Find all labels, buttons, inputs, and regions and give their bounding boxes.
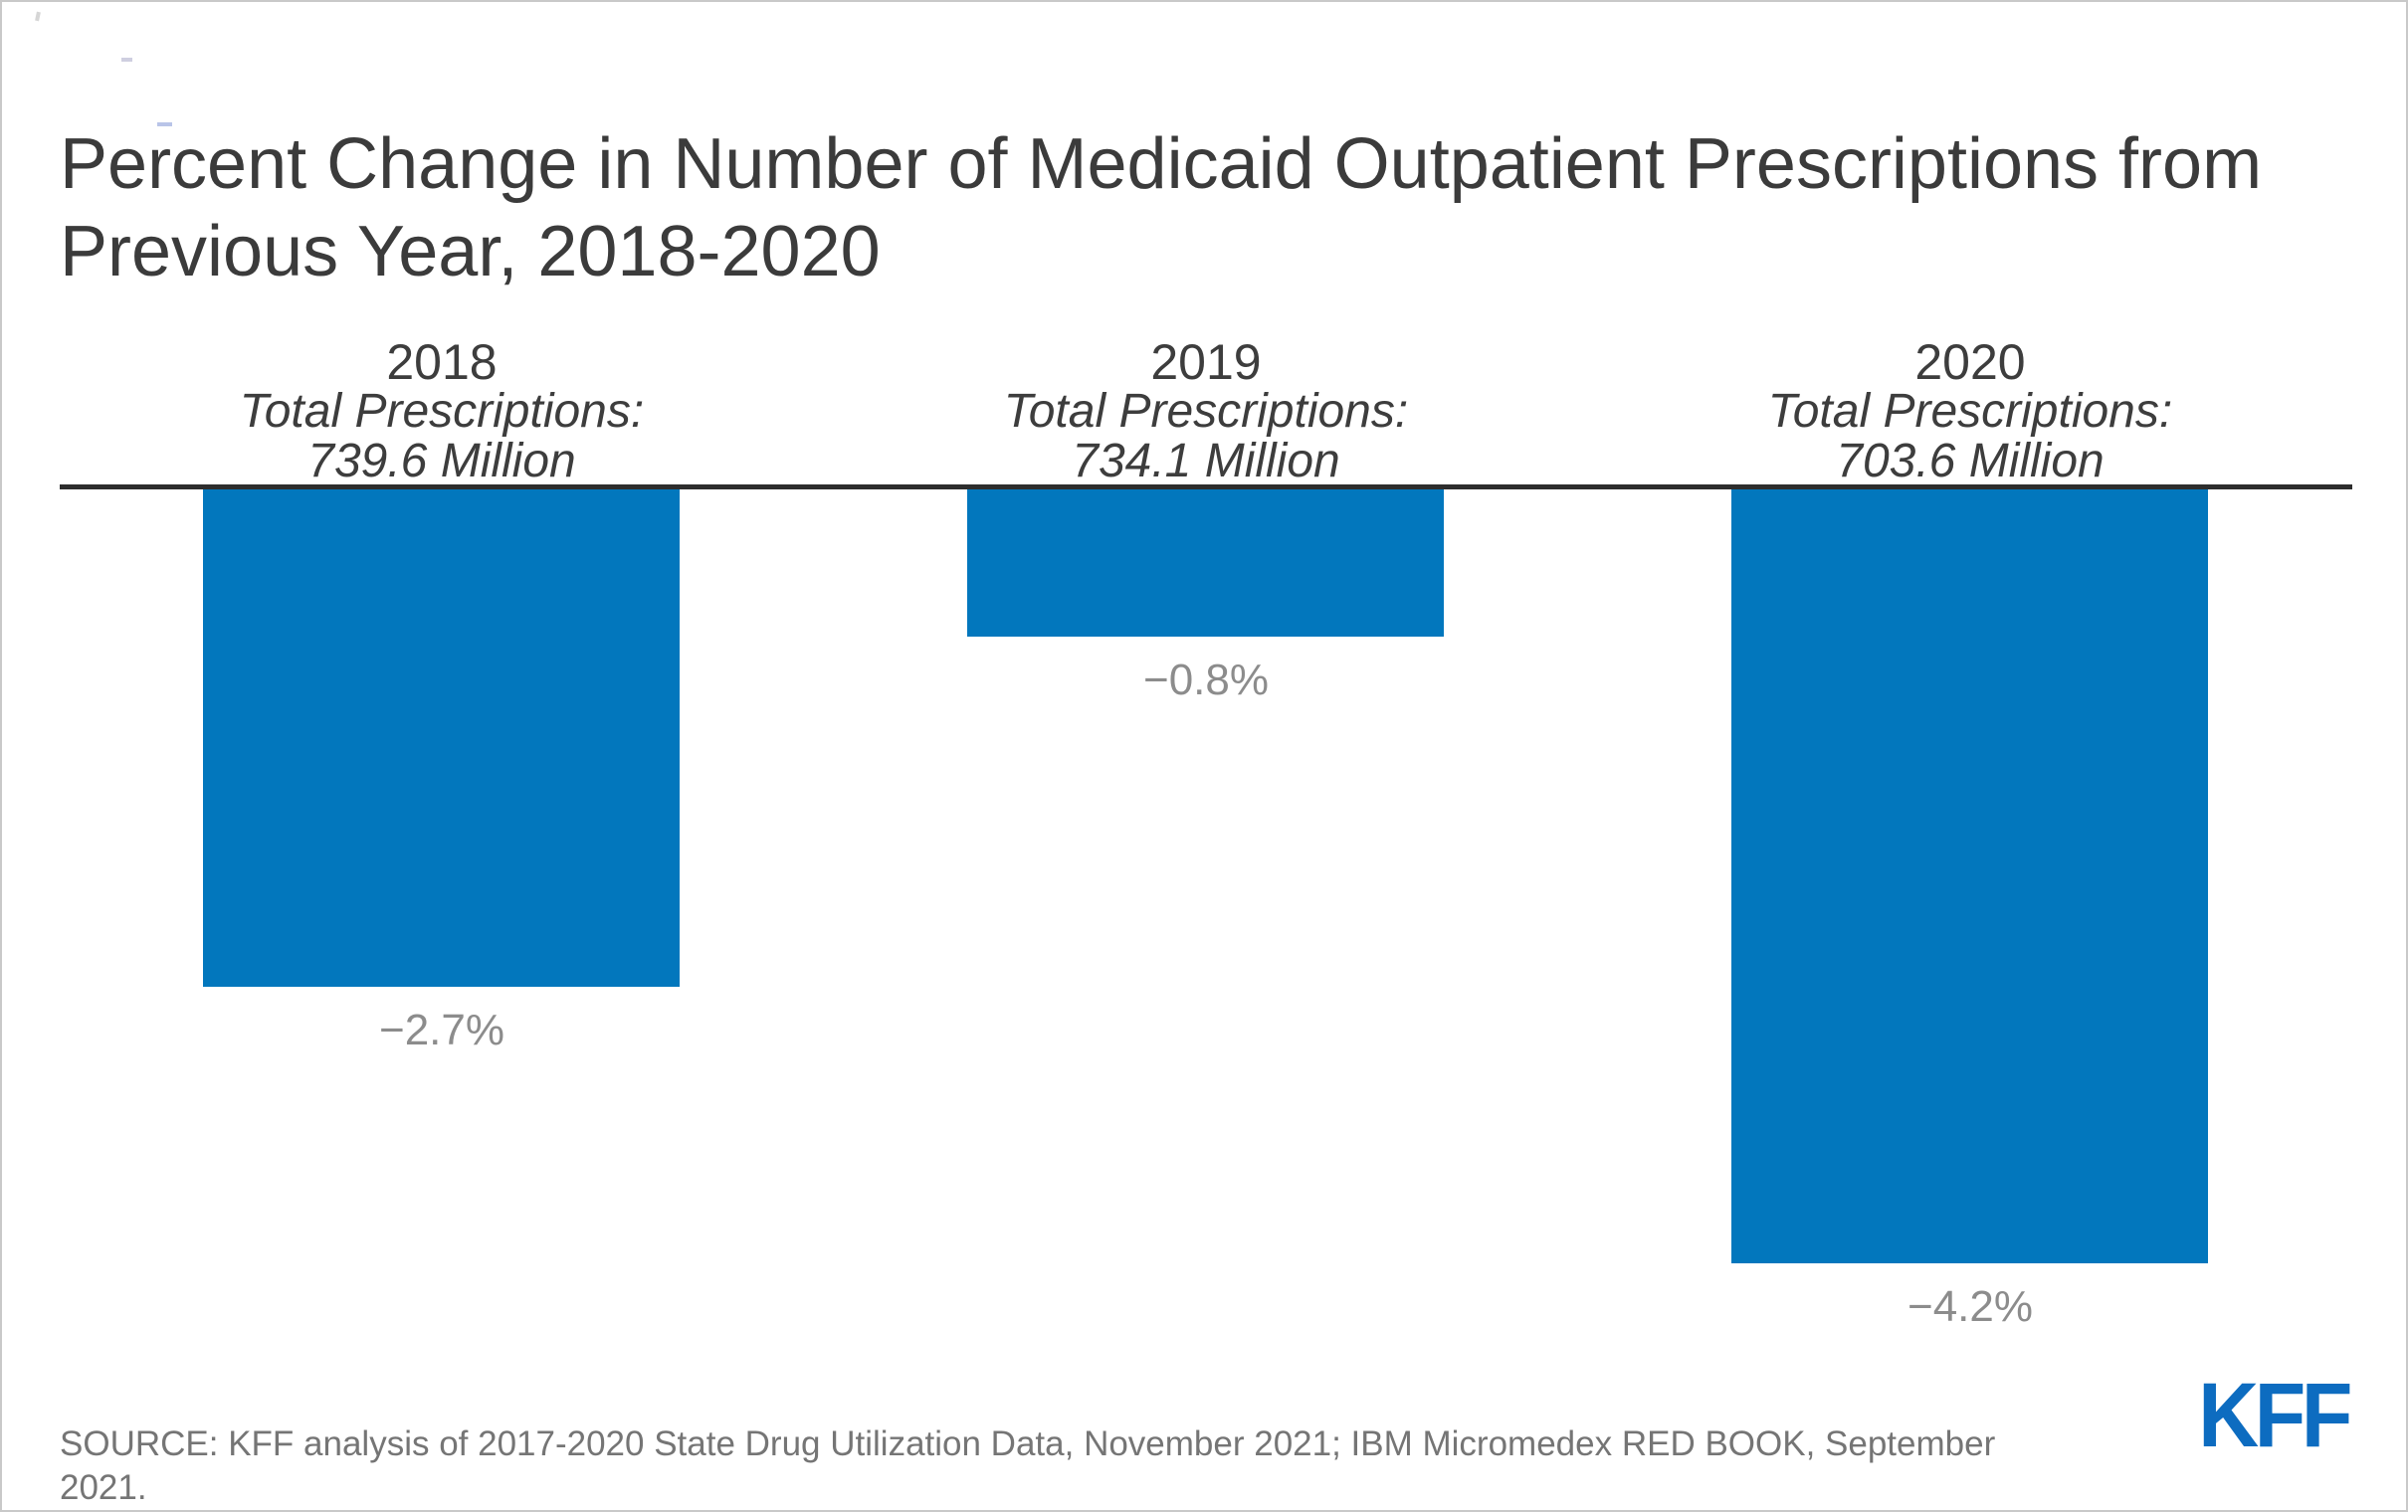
bar-value-label: −0.8% <box>1143 656 1269 704</box>
source-note: SOURCE: KFF analysis of 2017-2020 State … <box>60 1424 1996 1507</box>
total-prescriptions-subtitle: Total Prescriptions: <box>239 385 645 438</box>
column-header: 2019 Total Prescriptions: 734.1 Million <box>824 337 1588 486</box>
artifact-mark <box>157 122 172 126</box>
chart-column-2019: 2019 Total Prescriptions: 734.1 Million … <box>824 2 1588 1510</box>
bar-value-label: −4.2% <box>1907 1282 2033 1331</box>
year-label: 2019 <box>1150 334 1262 390</box>
total-prescriptions-subtitle: Total Prescriptions: <box>1767 385 2173 438</box>
year-label: 2020 <box>1914 334 2026 390</box>
column-header: 2018 Total Prescriptions: 739.6 Million <box>60 337 824 486</box>
bar-value-label: −2.7% <box>379 1006 504 1054</box>
zero-baseline-axis <box>60 484 2352 489</box>
chart-bar <box>967 489 1444 637</box>
column-header: 2020 Total Prescriptions: 703.6 Million <box>1588 337 2352 486</box>
total-prescriptions-subtitle: Total Prescriptions: <box>1003 385 1409 438</box>
total-prescriptions-value: 739.6 Million <box>307 435 576 487</box>
year-label: 2018 <box>386 334 498 390</box>
chart-bar <box>203 489 680 987</box>
total-prescriptions-value: 703.6 Million <box>1836 435 2105 487</box>
artifact-mark <box>35 11 41 22</box>
page-title: Percent Change in Number of Medicaid Out… <box>60 120 2328 295</box>
chart-column-2018: 2018 Total Prescriptions: 739.6 Million … <box>60 2 824 1510</box>
chart-column-2020: 2020 Total Prescriptions: 703.6 Million … <box>1588 2 2352 1510</box>
page-title-line1: Percent Change in Number of Medicaid Out… <box>60 124 2263 204</box>
page-title-line2: Previous Year, 2018-2020 <box>60 212 881 291</box>
artifact-mark <box>121 58 132 62</box>
total-prescriptions-value: 734.1 Million <box>1072 435 1340 487</box>
kff-logo: KFF <box>2198 1365 2352 1466</box>
chart-bar <box>1731 489 2208 1263</box>
